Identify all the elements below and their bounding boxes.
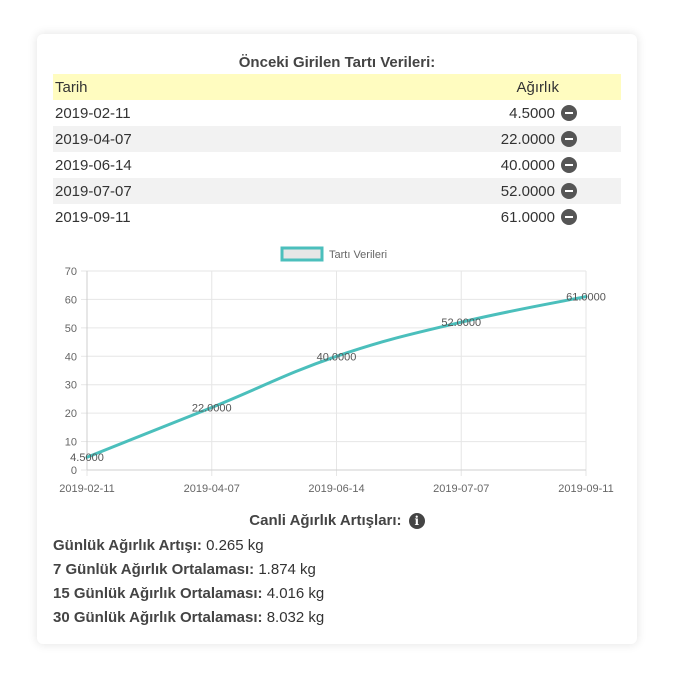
stat-daily: Günlük Ağırlık Artışı: 0.265 kg — [53, 534, 621, 558]
data-label: 52.0000 — [441, 317, 481, 329]
row-date: 2019-07-07 — [55, 182, 132, 200]
row-weight: 22.0000 — [500, 130, 555, 148]
remove-entry-icon[interactable] — [561, 131, 577, 147]
x-tick-label: 2019-04-07 — [184, 483, 240, 495]
table-row: 2019-06-14 40.0000 — [53, 152, 621, 178]
data-point — [459, 320, 463, 324]
data-label: 22.0000 — [192, 402, 232, 414]
data-point — [335, 354, 338, 358]
y-tick-label: 60 — [65, 294, 77, 306]
table-row: 2019-02-11 4.5000 — [53, 100, 621, 126]
stats-title: Canli Ağırlık Artışları: i — [37, 512, 637, 530]
data-point — [584, 295, 588, 299]
row-weight: 40.0000 — [500, 156, 555, 174]
stat-value: 4.016 kg — [266, 585, 325, 602]
table-row: 2019-07-07 52.0000 — [53, 178, 621, 204]
x-tick-label: 2019-06-14 — [308, 483, 364, 495]
row-date: 2019-02-11 — [55, 104, 131, 122]
stat-label: 15 Günlük Ağırlık Ortalaması: — [53, 585, 263, 602]
y-tick-label: 40 — [65, 351, 77, 363]
data-label: 61.0000 — [566, 292, 606, 304]
table-title: Önceki Girilen Tartı Verileri: — [238, 54, 436, 71]
info-icon[interactable]: i — [408, 513, 425, 530]
stat-30-day: 30 Günlük Ağırlık Ortalaması: 8.032 kg — [53, 606, 621, 630]
x-tick-label: 2019-09-11 — [558, 483, 613, 495]
y-tick-label: 10 — [65, 437, 77, 449]
stat-15-day: 15 Günlük Ağırlık Ortalaması: 4.016 kg — [53, 582, 621, 606]
remove-entry-icon[interactable] — [561, 183, 577, 199]
x-tick-label: 2019-07-07 — [433, 483, 489, 495]
stat-value: 8.032 kg — [266, 609, 325, 626]
row-weight: 4.5000 — [509, 104, 555, 122]
y-tick-label: 70 — [65, 266, 77, 278]
data-label: 40.0000 — [317, 351, 357, 363]
row-date: 2019-06-14 — [55, 156, 132, 174]
table-row: 2019-04-07 22.0000 — [53, 126, 621, 152]
table-row: 2019-09-11 61.0000 — [53, 204, 621, 230]
row-weight: 61.0000 — [500, 208, 555, 226]
header-weight: Ağırlık — [516, 78, 559, 96]
legend-swatch — [280, 246, 324, 262]
stat-label: Günlük Ağırlık Artışı: — [53, 537, 202, 554]
table-header: Tarih Ağırlık — [53, 74, 621, 100]
weight-table: Tarih Ağırlık 2019-02-11 4.5000 2019-04-… — [53, 74, 621, 230]
stat-value: 1.874 kg — [258, 561, 316, 578]
data-point — [210, 405, 214, 409]
data-label: 4.5000 — [70, 452, 104, 464]
x-tick-label: 2019-02-11 — [59, 483, 114, 495]
y-tick-label: 20 — [65, 408, 77, 420]
row-date: 2019-04-07 — [55, 130, 132, 148]
row-date: 2019-09-11 — [55, 208, 131, 226]
stats-title-text: Canli Ağırlık Artışları: — [249, 512, 402, 529]
weight-line-chart: 0 10 20 30 40 50 60 70 2019-02-11 2019-04-07 2019-… — [59, 246, 614, 495]
row-weight: 52.0000 — [500, 182, 555, 200]
stat-label: 7 Günlük Ağırlık Ortalaması: — [53, 561, 255, 578]
remove-entry-icon[interactable] — [561, 105, 577, 121]
stat-value: 0.265 kg — [206, 537, 264, 554]
y-tick-label: 30 — [65, 380, 77, 392]
y-tick-label: 0 — [71, 465, 77, 477]
y-tick-label: 50 — [65, 323, 77, 335]
stat-label: 30 Günlük Ağırlık Ortalaması: — [53, 609, 263, 626]
data-point — [85, 455, 89, 459]
stats-list: Günlük Ağırlık Artışı: 0.265 kg 7 Günlük… — [53, 534, 621, 630]
header-date: Tarih — [55, 78, 88, 96]
stat-7-day: 7 Günlük Ağırlık Ortalaması: 1.874 kg — [53, 558, 621, 582]
weight-card: Önceki Girilen Tartı Verileri: Tarih Ağı… — [37, 34, 637, 644]
remove-entry-icon[interactable] — [561, 209, 577, 225]
legend-label: Tartı Verileri — [329, 249, 387, 261]
remove-entry-icon[interactable] — [561, 157, 577, 173]
